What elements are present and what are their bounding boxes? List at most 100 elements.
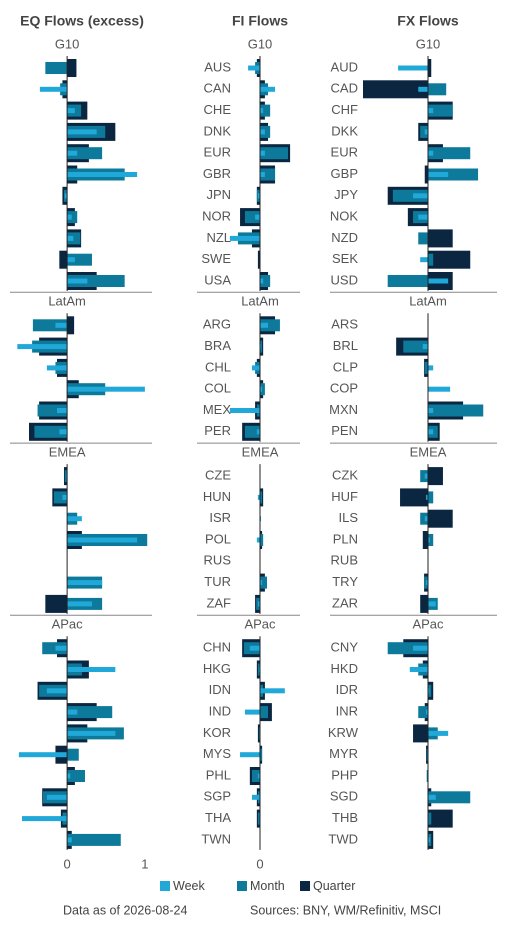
bar — [67, 257, 75, 263]
bar — [428, 108, 434, 114]
bar — [428, 250, 471, 269]
bar — [67, 316, 75, 335]
category-label: IDR — [336, 682, 358, 697]
bar — [257, 601, 260, 607]
category-label: CHL — [205, 359, 231, 374]
panel-title: FX Flows — [397, 13, 459, 29]
group-header: EMEA — [49, 445, 86, 460]
category-label: BRA — [204, 338, 231, 353]
bar — [428, 730, 449, 736]
bar — [257, 494, 260, 500]
group-header: APac — [52, 617, 84, 632]
x-tick-label: 1 — [141, 856, 148, 871]
bar — [260, 383, 265, 396]
category-label: TWD — [328, 831, 358, 846]
bar — [428, 601, 436, 607]
legend-swatch — [160, 881, 170, 891]
bar — [413, 724, 428, 743]
category-label: SWE — [201, 251, 231, 266]
bar — [67, 211, 78, 224]
category-label: MYR — [329, 746, 358, 761]
bar — [67, 516, 82, 522]
category-label: CLP — [333, 359, 358, 374]
bar — [257, 193, 260, 199]
category-label: HKG — [203, 661, 231, 676]
x-tick-label: 0 — [63, 856, 70, 871]
category-label: ZAR — [332, 595, 358, 610]
bar — [426, 494, 428, 500]
category-label: SGD — [330, 789, 358, 804]
bar — [67, 667, 116, 672]
bar — [428, 59, 432, 77]
bar — [420, 470, 428, 483]
bar — [422, 344, 428, 350]
category-label: TWN — [201, 831, 231, 846]
bar — [260, 108, 264, 114]
category-label: IND — [209, 704, 231, 719]
category-label: TUR — [204, 574, 231, 589]
category-label: NZL — [206, 230, 231, 245]
date-note: Data as of 2026-08-24 — [63, 903, 187, 917]
bar — [258, 667, 260, 672]
bar — [260, 319, 280, 332]
category-label: CNY — [331, 640, 359, 655]
bar — [428, 812, 432, 825]
category-label: CHF — [331, 102, 358, 117]
category-label: NOR — [202, 209, 231, 224]
category-label: PER — [204, 423, 231, 438]
bar — [426, 748, 428, 761]
bar — [424, 361, 428, 374]
sources: Sources: BNY, WM/Refinitiv, MSCI — [250, 903, 441, 917]
bar — [428, 791, 471, 804]
bar — [260, 491, 263, 504]
bar — [403, 340, 428, 353]
bar — [46, 365, 68, 371]
category-label: HUN — [203, 489, 231, 504]
bar — [428, 688, 430, 694]
bar — [255, 214, 260, 220]
category-label: TRY — [332, 574, 358, 589]
category-label: BRL — [333, 338, 358, 353]
bar — [67, 730, 116, 736]
bar — [57, 408, 68, 413]
bar — [229, 408, 260, 413]
bar — [229, 235, 260, 241]
bar — [260, 580, 263, 586]
bar — [413, 645, 428, 651]
bar — [260, 147, 288, 160]
bar — [67, 59, 77, 77]
category-label: IDN — [209, 682, 231, 697]
bar — [64, 470, 68, 483]
bar — [428, 104, 453, 117]
legend-swatch — [237, 881, 247, 891]
bar — [260, 275, 271, 287]
bar — [428, 408, 434, 413]
group-header: EMEA — [242, 445, 279, 460]
category-label: ARG — [203, 317, 231, 332]
bar — [67, 601, 92, 607]
group-header: G10 — [248, 36, 273, 51]
category-label: USA — [204, 272, 231, 287]
bar — [244, 425, 260, 438]
bar — [420, 594, 428, 613]
bar — [67, 275, 125, 287]
bar — [53, 491, 68, 504]
category-label: JPY — [334, 187, 358, 202]
bar — [62, 494, 68, 500]
category-label: THB — [332, 810, 358, 825]
category-label: ISR — [209, 510, 231, 525]
bar — [67, 150, 78, 156]
category-label: CHE — [204, 102, 232, 117]
bar — [428, 168, 479, 181]
bar — [260, 168, 276, 181]
bar — [260, 278, 264, 284]
bar — [418, 86, 428, 92]
group-header: LatAm — [48, 294, 86, 309]
bar — [413, 193, 428, 199]
bar — [67, 386, 145, 392]
bar — [363, 80, 428, 99]
category-label: CAD — [331, 81, 358, 96]
category-label: CZE — [205, 468, 231, 483]
bar — [257, 773, 260, 779]
bar — [256, 537, 260, 543]
